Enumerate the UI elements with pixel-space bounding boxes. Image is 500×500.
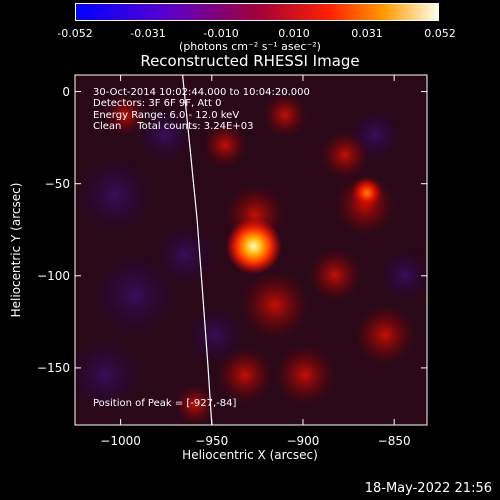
x-tick-label: −1000 [100, 434, 141, 448]
info-detectors: Detectors: 3F 6F 9F, Att 0 [93, 98, 222, 109]
timestamp: 18-May-2022 21:56 [364, 481, 492, 496]
x-axis-label: Heliocentric X (arcsec) [182, 448, 318, 462]
colorbar-unit-label: (photons cm⁻² s⁻¹ asec⁻²) [179, 40, 321, 53]
emission-source [350, 176, 383, 209]
y-tick-label: 0 [62, 84, 70, 99]
y-tick-label: −150 [37, 360, 70, 375]
colorbar-tick-label: 0.052 [424, 27, 456, 40]
emission-source [225, 218, 282, 275]
info-time-range: 30-Oct-2014 10:02:44.000 to 10:04:20.000 [93, 87, 310, 98]
info-energy-range: Energy Range: 6.0 - 12.0 keV [93, 110, 240, 121]
x-tick-label: −950 [195, 434, 229, 448]
info-clean-counts: Clean Total counts: 3.24E+03 [93, 121, 254, 132]
colorbar-tick-label: 0.010 [278, 27, 310, 40]
colorbar-gradient [75, 3, 439, 21]
colorbar-tick-label: -0.052 [57, 27, 93, 40]
x-tick-label: −900 [286, 434, 320, 448]
colorbar-tick-label: 0.031 [351, 27, 383, 40]
x-tick-label: −850 [377, 434, 411, 448]
colorbar-tick-label: -0.031 [130, 27, 166, 40]
colorbar-tick-label: -0.010 [203, 27, 239, 40]
y-tick-label: −100 [37, 268, 70, 283]
chart-title: Reconstructed RHESSI Image [140, 52, 360, 70]
y-tick-label: −50 [44, 176, 70, 191]
y-axis-label: Heliocentric Y (arcsec) [9, 182, 23, 318]
peak-position-label: Position of Peak = [-927,-84] [93, 398, 237, 409]
